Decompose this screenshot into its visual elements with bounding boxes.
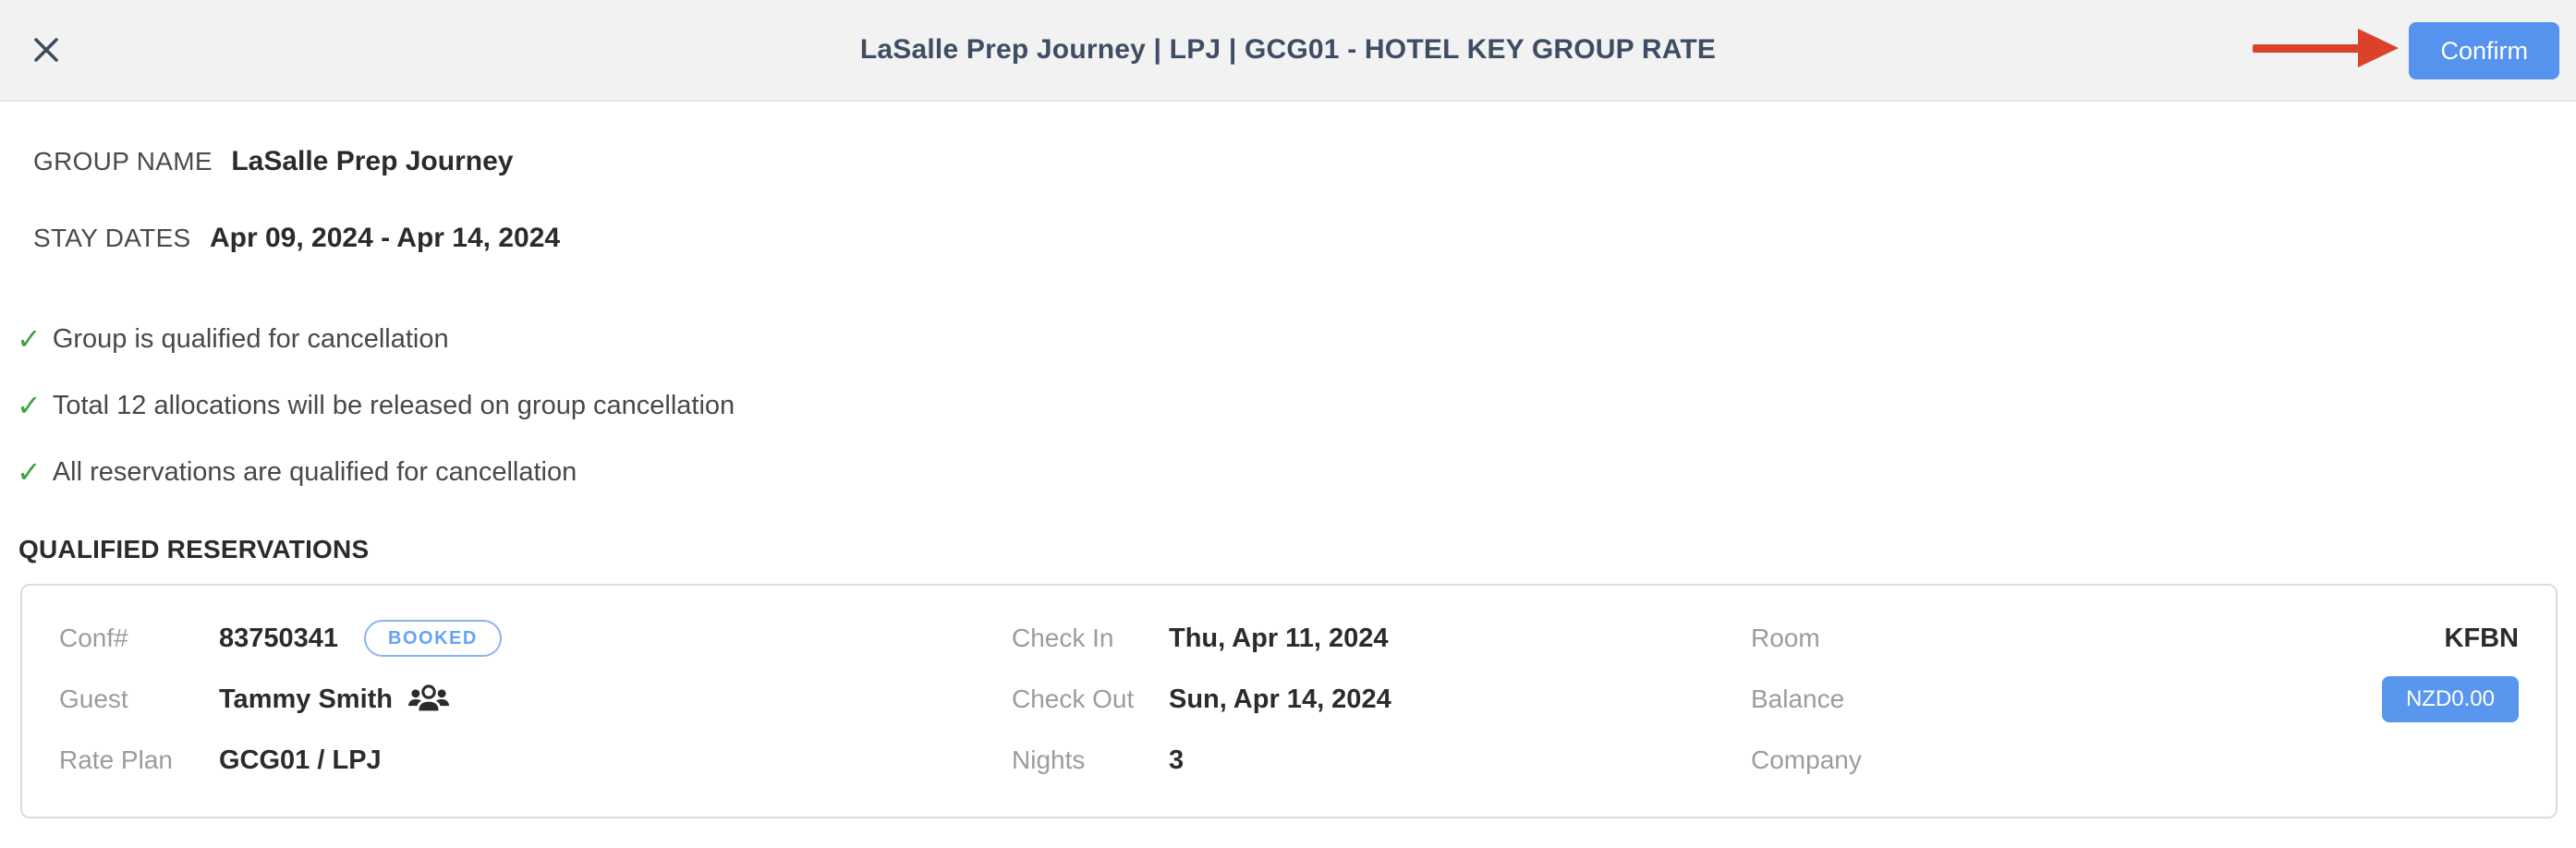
room-field: Room KFBN: [1751, 624, 2519, 654]
close-button[interactable]: [24, 28, 68, 72]
reservation-card: Conf# 83750341 BOOKED Check In Thu, Apr …: [20, 584, 2558, 818]
check-in-value: Thu, Apr 11, 2024: [1169, 623, 1389, 653]
check-out-field: Check Out Sun, Apr 14, 2024: [1012, 684, 1751, 715]
checklist-item-text: Total 12 allocations will be released on…: [52, 391, 735, 420]
stay-dates-row: STAY DATES Apr 09, 2024 - Apr 14, 2024: [33, 221, 2576, 260]
check-in-label: Check In: [1012, 624, 1114, 652]
group-summary: GROUP NAME LaSalle Prep Journey STAY DAT…: [33, 144, 2576, 260]
cancellation-checklist: ✓ Group is qualified for cancellation ✓ …: [17, 321, 2576, 490]
annotation-arrow-icon: [2253, 29, 2399, 67]
check-out-value: Sun, Apr 14, 2024: [1169, 684, 1391, 714]
qualified-reservations-heading: QUALIFIED RESERVATIONS: [18, 535, 370, 563]
check-icon: ✓: [17, 455, 42, 489]
company-field: Company: [1751, 745, 2519, 775]
check-in-field: Check In Thu, Apr 11, 2024: [1012, 624, 1751, 654]
checklist-item: ✓ Group is qualified for cancellation: [17, 321, 2576, 357]
group-name-value: LaSalle Prep Journey: [231, 146, 514, 176]
page-title: LaSalle Prep Journey | LPJ | GCG01 - HOT…: [859, 34, 1717, 65]
company-label: Company: [1751, 745, 1862, 774]
guest-name-value: Tammy Smith: [219, 684, 394, 714]
nights-value: 3: [1169, 745, 1185, 775]
group-of-people-icon: [407, 683, 450, 716]
group-name-row: GROUP NAME LaSalle Prep Journey: [33, 144, 2576, 184]
balance-label: Balance: [1751, 684, 1845, 713]
stay-dates-label: STAY DATES: [33, 224, 191, 252]
check-icon: ✓: [17, 389, 42, 422]
conf-number-value: 83750341: [219, 623, 339, 653]
status-badge: BOOKED: [364, 620, 502, 657]
check-out-label: Check Out: [1012, 684, 1135, 713]
rate-plan-label: Rate Plan: [59, 745, 173, 774]
group-name-label: GROUP NAME: [33, 147, 213, 176]
stay-dates-value: Apr 09, 2024 - Apr 14, 2024: [209, 223, 561, 253]
balance-field: Balance NZD0.00: [1751, 676, 2519, 722]
rate-plan-value: GCG01 / LPJ: [219, 745, 382, 775]
confirm-button[interactable]: Confirm: [2409, 22, 2559, 79]
checklist-item: ✓ Total 12 allocations will be released …: [17, 388, 2576, 423]
guest-field: Guest Tammy Smith: [59, 683, 1012, 716]
checklist-item: ✓ All reservations are qualified for can…: [17, 454, 2576, 490]
rate-plan-field: Rate Plan GCG01 / LPJ: [59, 745, 1012, 776]
room-value: KFBN: [2444, 623, 2519, 653]
check-icon: ✓: [17, 322, 42, 356]
checklist-item-text: Group is qualified for cancellation: [52, 324, 449, 354]
guest-label: Guest: [59, 684, 128, 713]
close-icon: [34, 38, 58, 62]
balance-amount-chip[interactable]: NZD0.00: [2381, 676, 2519, 722]
nights-field: Nights 3: [1012, 745, 1751, 776]
nights-label: Nights: [1012, 745, 1086, 774]
checklist-item-text: All reservations are qualified for cance…: [52, 457, 577, 487]
conf-number-label: Conf#: [59, 624, 128, 652]
room-label: Room: [1751, 624, 1820, 652]
modal-header: LaSalle Prep Journey | LPJ | GCG01 - HOT…: [0, 0, 2576, 102]
conf-number-field: Conf# 83750341 BOOKED: [59, 620, 1012, 657]
